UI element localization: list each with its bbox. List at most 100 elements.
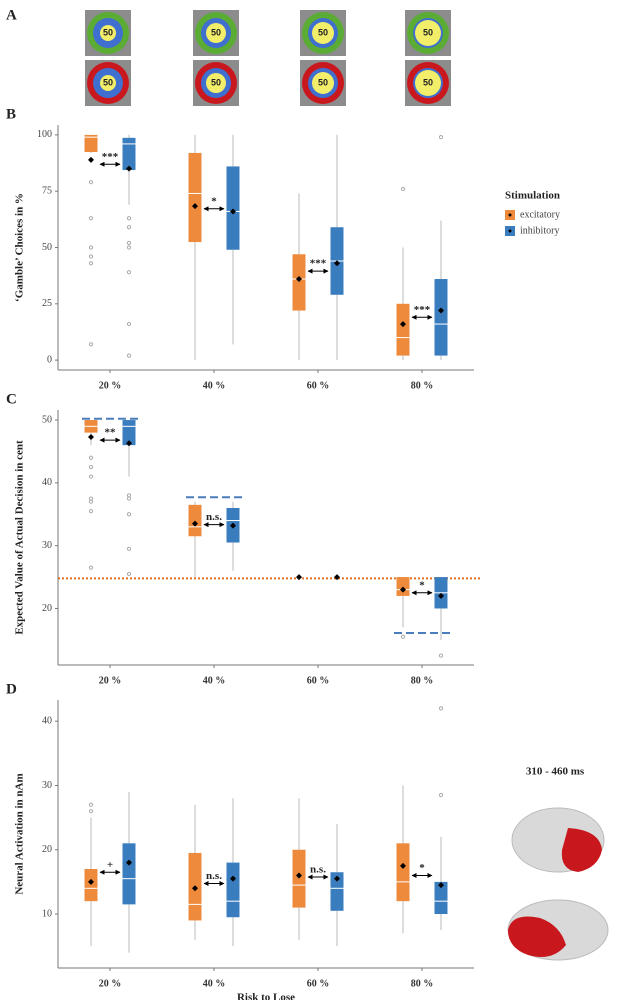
outlier: [126, 240, 132, 246]
box: [396, 303, 410, 356]
box: [396, 843, 410, 902]
box: [84, 134, 98, 153]
box: [84, 869, 98, 902]
target-label: 50: [423, 77, 433, 87]
significance-label: n.s.: [206, 511, 222, 523]
target-center: [206, 23, 226, 43]
panel-letter: C: [6, 391, 17, 407]
mean: [400, 586, 406, 593]
significance-label: +: [107, 859, 113, 871]
box: [434, 279, 448, 356]
y-tick-label: 10: [42, 908, 52, 919]
y-axis-title: Expected Value of Actual Decision in cen…: [14, 440, 26, 635]
panel-letter: D: [6, 681, 17, 697]
side-label: 310 - 460 ms: [526, 766, 585, 778]
legend-label: excitatory: [520, 209, 560, 220]
y-tick-label: 40: [42, 477, 52, 488]
target-label: 50: [103, 77, 113, 87]
outlier: [438, 135, 444, 140]
target-label: 50: [318, 27, 328, 37]
mean: [400, 862, 406, 869]
box: [292, 254, 306, 311]
target-center: [312, 22, 334, 44]
mean: [126, 859, 132, 866]
target-label: 50: [318, 77, 328, 87]
outlier: [126, 571, 132, 577]
mean: [334, 875, 340, 882]
y-tick-label: 20: [42, 844, 52, 855]
target-center: [415, 20, 441, 46]
outlier: [88, 455, 94, 460]
x-tick-label: 80 %: [411, 675, 434, 686]
mean: [88, 878, 94, 885]
box: [434, 881, 448, 915]
y-tick-label: 30: [42, 540, 52, 551]
significance-label: n.s.: [310, 864, 326, 876]
x-tick-label: 40 %: [203, 675, 226, 686]
x-tick-label: 80 %: [411, 978, 434, 989]
mean: [192, 885, 198, 892]
mean: [296, 872, 302, 879]
mean: [88, 156, 94, 163]
significance-label: *: [419, 579, 425, 591]
target-label: 50: [211, 77, 221, 87]
x-tick-label: 20 %: [99, 380, 122, 391]
mean: [230, 522, 236, 529]
mean: [230, 875, 236, 882]
target-center: [312, 72, 334, 94]
mean: [88, 434, 94, 441]
y-tick-label: 100: [37, 129, 52, 140]
outlier: [88, 245, 94, 250]
outlier: [126, 270, 132, 275]
target-label: 50: [211, 27, 221, 37]
box: [226, 166, 240, 250]
mean: [192, 203, 198, 210]
outlier: [126, 353, 132, 358]
significance-label: n.s.: [206, 870, 222, 882]
y-axis-title: ‘Gamble’ Choices in %: [14, 193, 26, 302]
outlier: [88, 180, 94, 185]
box: [188, 504, 202, 537]
y-axis-title: Neural Activation in nAm: [14, 773, 26, 894]
mean: [334, 260, 340, 267]
mean: [126, 165, 132, 172]
mean: [296, 276, 302, 283]
legend-dot: [508, 229, 512, 233]
target-label: 50: [103, 27, 113, 37]
outlier: [88, 802, 94, 807]
target-center: [100, 75, 116, 91]
y-tick-label: 20: [42, 603, 52, 614]
y-tick-label: 50: [42, 242, 52, 253]
y-tick-label: 75: [42, 186, 52, 197]
x-tick-label: 40 %: [203, 978, 226, 989]
outlier: [88, 499, 94, 504]
x-tick-label: 20 %: [99, 978, 122, 989]
outlier: [126, 216, 132, 221]
x-tick-label: 60 %: [307, 380, 330, 391]
outlier: [88, 254, 94, 259]
significance-label: ***: [310, 258, 327, 270]
mean: [334, 574, 340, 581]
y-tick-label: 30: [42, 780, 52, 791]
outlier: [126, 546, 132, 551]
box: [188, 152, 202, 243]
legend-label: inhibitory: [520, 225, 559, 236]
legend-title: Stimulation: [505, 190, 560, 202]
target-label: 50: [423, 27, 433, 37]
mean: [230, 208, 236, 215]
outlier: [126, 496, 132, 501]
outlier: [88, 509, 94, 514]
outlier: [438, 793, 444, 798]
outlier: [88, 474, 94, 479]
x-tick-label: 60 %: [307, 675, 330, 686]
box: [122, 843, 136, 905]
outlier: [438, 706, 444, 711]
mean: [400, 321, 406, 328]
outlier: [126, 512, 132, 517]
target-center: [415, 70, 441, 96]
mean: [192, 520, 198, 527]
outlier: [88, 216, 94, 221]
brain-top: [511, 807, 605, 873]
panel-letter: A: [6, 7, 17, 23]
